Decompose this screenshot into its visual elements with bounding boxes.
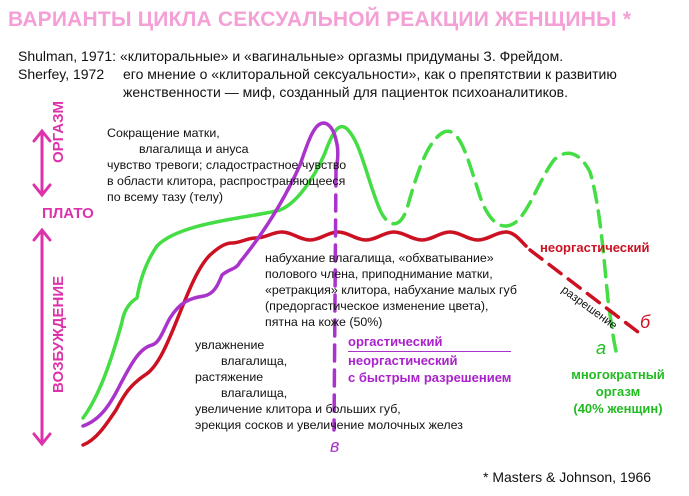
annotation-plateau-line: пятна на коже (50%) [265,315,383,329]
annotation-orgasm: Сокращение матки, влагалища и ануса чувс… [107,125,346,205]
page-title: ВАРИАНТЫ ЦИКЛА СЕКСУАЛЬНОЙ РЕАКЦИИ ЖЕНЩИ… [8,8,632,31]
annotation-plateau: набухание влагалища, «обхватывание» поло… [265,250,517,330]
label-orgasmic-block: оргастический неоргастический с быстрым … [348,333,512,386]
phase-label-arousal: ВОЗБУЖДЕНИЕ [50,275,67,393]
label-letter-b: б [640,312,651,332]
label-fast-resolution: с быстрым разрешением [348,370,512,385]
reference-sherfey-text: его мнение о «клиторальной сексуальности… [123,66,617,82]
label-non-orgasmic: неоргастический [540,240,650,255]
annotation-orgasm-line: чувство тревоги; сладострастное чувство [107,158,347,172]
annotation-plateau-line: (предоргастическое изменение цвета), [265,299,489,313]
annotation-arousal-line: влагалища, [221,354,288,368]
annotation-plateau-line: «ретракция» клитора, набухание малых губ [265,283,517,297]
label-letter-a: а [596,338,607,358]
annotation-arousal-line: увеличение клитора и больших губ, [195,402,401,416]
label-letter-v: в [330,436,340,456]
footnote: * Masters & Johnson, 1966 [483,469,652,485]
annotation-arousal-line: эрекция сосков и увеличение молочных жел… [195,418,463,432]
label-orgasm: оргазм [595,384,641,399]
red-curve-non-orgasmic [81,230,640,447]
annotation-plateau-line: полового члена, приподнимание матки, [265,267,493,281]
reference-sherfey-author: Sherfey, 1972 [18,66,105,82]
label-multiple-orgasm-block: многократный оргазм (40% женщин) [563,366,673,417]
reference-shulman: Shulman, 1971: «клиторальные» и «вагинал… [18,48,564,64]
annotation-orgasm-line: по всему тазу (телу) [107,190,224,204]
label-orgasmic: оргастический [348,333,512,352]
annotation-orgasm-line: в области клитора, распространяющееся [107,174,346,188]
label-non-orgasmic-fast: неоргастический [348,353,458,368]
orgasm-axis-arrow [32,128,52,198]
phase-label-plateau: ПЛАТО [42,205,94,222]
annotation-arousal-line: влагалища, [221,386,288,400]
annotation-arousal-line: увлажнение [195,338,265,352]
label-multiple: многократный [571,367,665,382]
annotation-arousal: увлажнение влагалища, растяжение влагали… [195,337,463,433]
label-forty-percent: (40% женщин) [573,401,663,416]
arousal-axis-arrow [32,227,52,447]
annotation-orgasm-line: Сокращение матки, [107,126,220,140]
reference-sherfey-text-2: женственности — миф, созданный для пацие… [123,84,568,100]
green-curve-multiple-orgasm [81,124,620,420]
annotation-arousal-line: растяжение [195,370,264,384]
purple-curve-fast-resolution [81,121,340,432]
annotation-plateau-line: набухание влагалища, «обхватывание» [265,251,494,265]
annotation-orgasm-line: влагалища и ануса [139,142,249,156]
phase-label-orgasm: ОРГАЗМ [50,101,67,163]
